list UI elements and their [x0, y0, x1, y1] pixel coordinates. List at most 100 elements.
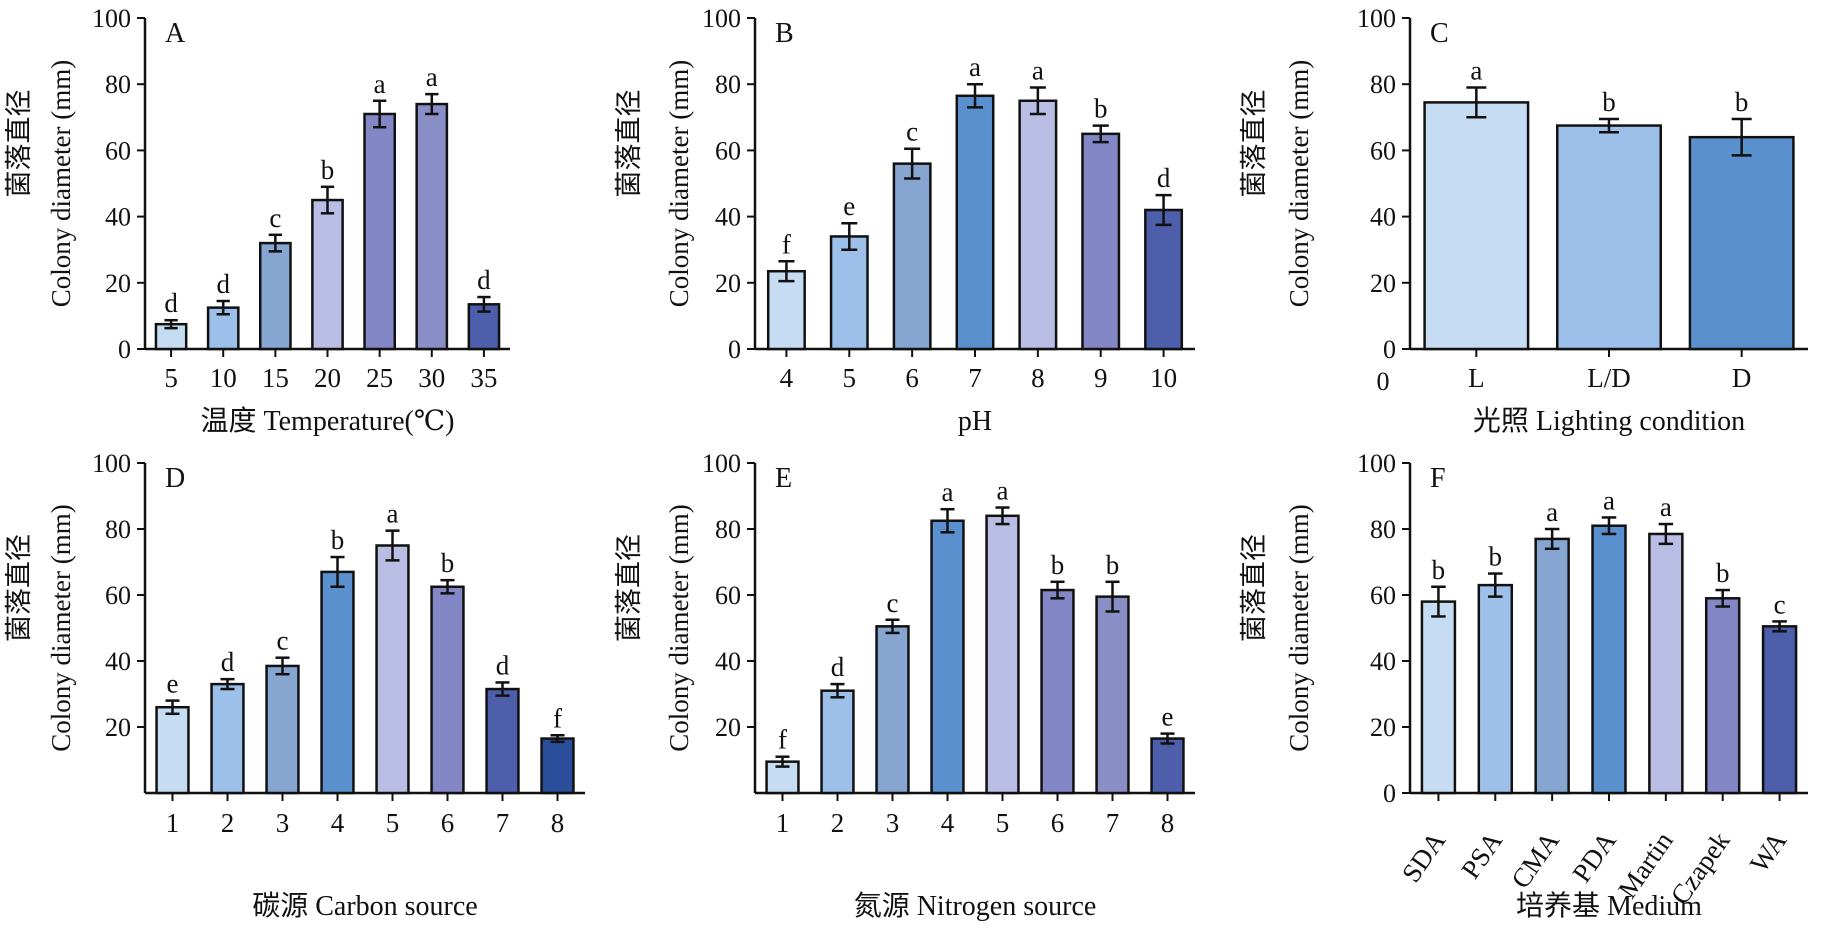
x-tick-label: 8 [1031, 363, 1045, 393]
significance-letter: a [426, 62, 438, 92]
y-tick-label: 20 [1370, 713, 1396, 742]
significance-letter: b [1602, 87, 1616, 117]
y-axis-title: Colony diameter (mm) [664, 504, 694, 751]
y-axis-title-cn: 菌落直径 [1239, 534, 1269, 642]
y-tick-label: 100 [1357, 4, 1396, 33]
bar [1095, 595, 1130, 795]
significance-letter: f [782, 229, 791, 259]
y-tick-label: 0 [118, 335, 131, 364]
x-tick-label: 3 [886, 808, 900, 838]
y-axis-title: Colony diameter (mm) [46, 504, 76, 751]
x-tick-label: L [1468, 363, 1485, 393]
x-axis-title: 光照 Lighting condition [1473, 405, 1745, 437]
x-tick-label: 7 [968, 363, 982, 393]
y-tick-label: 60 [105, 136, 131, 165]
y-tick-label: 0 [1383, 779, 1396, 808]
bar [1761, 625, 1798, 795]
significance-letter: b [1051, 550, 1065, 580]
x-tick-label: 5 [843, 363, 857, 393]
y-axis-title: Colony diameter (mm) [664, 60, 694, 307]
bar [375, 544, 410, 795]
bar [1081, 132, 1121, 351]
panel-letter: C [1430, 18, 1449, 49]
significance-letter: a [969, 52, 981, 82]
significance-letter: d [221, 647, 235, 677]
significance-letter: b [1432, 555, 1446, 585]
y-tick-label: 0 [1383, 335, 1396, 364]
significance-letter: d [477, 265, 491, 295]
significance-letter: c [277, 626, 289, 656]
x-tick-label: 10 [1150, 363, 1177, 393]
significance-letter: a [387, 499, 399, 529]
y-tick-label: 20 [715, 269, 741, 298]
y-tick-label: 60 [105, 581, 131, 610]
y-tick-label: 40 [105, 647, 131, 676]
y-tick-label: 80 [105, 70, 131, 99]
bar [430, 585, 465, 795]
panel-letter: A [165, 18, 186, 49]
bar [1534, 537, 1570, 795]
x-tick-label: 3 [276, 808, 290, 838]
significance-letter: d [496, 650, 510, 680]
significance-letter: b [1106, 550, 1120, 580]
bar [892, 162, 932, 351]
x-tick-label: 2 [831, 808, 845, 838]
bar [210, 682, 245, 795]
x-tick-label: 4 [780, 363, 794, 393]
bar [485, 687, 520, 795]
x-tick-label: 2 [221, 808, 235, 838]
x-tick-label: 5 [386, 808, 400, 838]
x-axis-title: 碳源 Carbon source [252, 890, 478, 922]
significance-letter: b [321, 155, 335, 185]
y-tick-label: 100 [702, 449, 741, 478]
bar [1150, 737, 1185, 795]
x-axis-title: 氮源 Nitrogen source [854, 890, 1097, 922]
x-tick-label: 15 [262, 363, 289, 393]
significance-letter: b [441, 548, 455, 578]
significance-letter: d [216, 269, 230, 299]
y-axis-title-cn: 菌落直径 [614, 534, 644, 642]
bar [1556, 124, 1662, 351]
bar [829, 235, 869, 351]
significance-letter: f [553, 703, 562, 733]
y-tick-label: 60 [715, 581, 741, 610]
significance-letter: b [1716, 558, 1730, 588]
y-axis-title: Colony diameter (mm) [1284, 60, 1314, 307]
x-tick-label: 6 [905, 363, 919, 393]
x-tick-label: CMA [1505, 826, 1565, 894]
y-tick-label: 100 [92, 449, 131, 478]
y-tick-label: 80 [715, 70, 741, 99]
y-tick-label: 20 [715, 713, 741, 742]
y-tick-label: 40 [715, 203, 741, 232]
x-tick-label: 10 [210, 363, 237, 393]
y-tick-label: 100 [92, 4, 131, 33]
panel-letter: D [165, 463, 185, 494]
y-tick-label: 60 [1370, 581, 1396, 610]
x-tick-label: L/D [1587, 363, 1631, 393]
bar [1477, 583, 1514, 795]
panel-letter: B [775, 18, 794, 49]
x-tick-label: PDA [1566, 826, 1622, 888]
y-tick-label: 40 [715, 647, 741, 676]
x-tick-label: 5 [164, 363, 178, 393]
x-tick-label: D [1732, 363, 1752, 393]
y-tick-label: 100 [702, 4, 741, 33]
significance-letter: e [1162, 702, 1174, 732]
y-tick-label: 60 [715, 136, 741, 165]
bar [1591, 524, 1627, 795]
significance-letter: e [167, 669, 179, 699]
significance-letter: c [269, 203, 281, 233]
panel-d: 20 40 60 80 100 De 1 d 2 c 3 b 4 a 5 b 6 d 7 f 8 碳源 Carbon so… [4, 449, 585, 922]
bar [155, 705, 190, 795]
x-axis-title: 温度 Temperature(℃) [200, 405, 454, 437]
y-tick-label: 0 [728, 335, 741, 364]
x-tick-label: 6 [441, 808, 455, 838]
bar [1420, 600, 1457, 795]
x-axis-title: 培养基 Medium [1516, 890, 1702, 922]
bar [265, 664, 300, 795]
x-tick-label: 20 [314, 363, 341, 393]
y-tick-label: 40 [1370, 647, 1396, 676]
